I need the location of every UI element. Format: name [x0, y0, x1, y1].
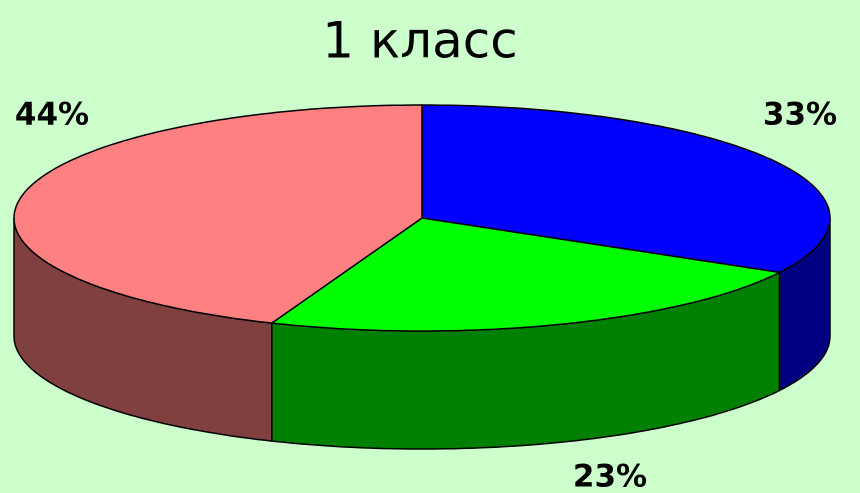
slice [13, 104, 423, 324]
data-label: 23% [573, 459, 647, 493]
slice [269, 217, 782, 332]
data-label: 44% [15, 97, 89, 133]
slice [421, 104, 831, 274]
chart-title: 1 класс [322, 12, 517, 70]
data-label: 33% [763, 97, 837, 133]
